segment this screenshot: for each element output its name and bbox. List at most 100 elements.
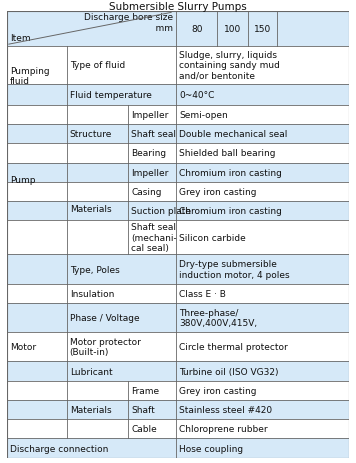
Bar [67, 362, 176, 381]
Bar [7, 85, 67, 106]
Text: Materials: Materials [70, 405, 111, 414]
Text: Semi-open: Semi-open [179, 111, 228, 120]
Text: Type, Poles: Type, Poles [70, 265, 119, 274]
Text: Pumping
fluid: Pumping fluid [10, 67, 49, 86]
Text: Shaft seal: Shaft seal [131, 130, 176, 139]
Bar [67, 182, 129, 201]
Bar [67, 201, 129, 220]
Bar [129, 220, 176, 255]
Text: Pump: Pump [10, 176, 35, 185]
Text: Shaft seal
(mechani-
cal seal): Shaft seal (mechani- cal seal) [131, 223, 177, 253]
Text: Discharge connection: Discharge connection [10, 444, 108, 453]
Text: Three-phase/
380V,400V,415V,: Three-phase/ 380V,400V,415V, [179, 308, 257, 327]
Bar [67, 400, 129, 419]
Text: Impeller: Impeller [131, 168, 168, 177]
Text: 80: 80 [191, 25, 203, 34]
Text: Discharge bore size
                    mm: Discharge bore size mm [84, 13, 173, 33]
Bar [67, 47, 176, 85]
Bar [176, 182, 349, 201]
Bar [176, 381, 349, 400]
Bar [7, 255, 67, 284]
Bar [7, 332, 67, 362]
Bar [129, 381, 176, 400]
Bar [176, 47, 349, 85]
Bar [176, 284, 349, 303]
Text: Shaft: Shaft [131, 405, 155, 414]
Bar [7, 284, 67, 303]
Text: Materials: Materials [70, 205, 111, 213]
Text: Structure: Structure [70, 130, 112, 139]
Bar [67, 303, 176, 332]
Text: Lubricant: Lubricant [70, 367, 112, 375]
Bar [67, 381, 129, 400]
Bar [176, 125, 349, 144]
Bar [7, 47, 67, 85]
Bar [7, 419, 67, 438]
Bar [129, 400, 176, 419]
Text: Cable: Cable [131, 424, 157, 433]
Bar [7, 182, 67, 201]
Text: Motor protector
(Built-in): Motor protector (Built-in) [70, 338, 141, 357]
Bar [129, 106, 176, 125]
Text: Shielded ball bearing: Shielded ball bearing [179, 149, 276, 158]
Bar [7, 400, 67, 419]
Text: Impeller: Impeller [131, 111, 168, 120]
Bar [67, 125, 129, 144]
Bar [176, 85, 349, 106]
Text: Insulation: Insulation [70, 289, 114, 298]
Bar [129, 419, 176, 438]
Bar [176, 332, 349, 362]
Bar [67, 220, 129, 255]
Text: Hose coupling: Hose coupling [179, 444, 243, 453]
Bar [7, 144, 67, 163]
Bar [67, 85, 176, 106]
Bar [67, 106, 129, 125]
Bar [176, 362, 349, 381]
Text: Phase / Voltage: Phase / Voltage [70, 313, 139, 322]
Bar [129, 125, 176, 144]
Bar [67, 419, 129, 438]
Text: Circle thermal protector: Circle thermal protector [179, 343, 288, 351]
Text: Fluid temperature: Fluid temperature [70, 91, 152, 100]
Text: Chromium iron casting: Chromium iron casting [179, 206, 282, 216]
Bar [176, 438, 349, 458]
Bar [67, 332, 176, 362]
Bar [129, 144, 176, 163]
Text: Grey iron casting: Grey iron casting [179, 386, 257, 395]
Bar [176, 144, 349, 163]
Text: Casing: Casing [131, 188, 162, 196]
Bar [176, 163, 349, 182]
Bar [7, 201, 67, 220]
Bar [67, 163, 129, 182]
Bar [7, 303, 67, 332]
Bar [7, 438, 176, 458]
Bar [7, 220, 67, 255]
Bar [7, 106, 67, 125]
Bar [67, 255, 176, 284]
Bar [67, 144, 129, 163]
Text: Motor: Motor [10, 342, 36, 351]
Text: Silicon carbide: Silicon carbide [179, 233, 246, 242]
Bar [176, 419, 349, 438]
Text: Turbine oil (ISO VG32): Turbine oil (ISO VG32) [179, 367, 278, 375]
Text: Type of fluid: Type of fluid [70, 61, 125, 70]
Bar [129, 201, 176, 220]
Text: Chromium iron casting: Chromium iron casting [179, 168, 282, 177]
Bar [129, 163, 176, 182]
Bar [7, 362, 67, 381]
Text: 150: 150 [254, 25, 271, 34]
Text: Grey iron casting: Grey iron casting [179, 188, 257, 196]
Bar [7, 163, 67, 182]
Bar [176, 255, 349, 284]
Text: Sludge, slurry, liquids
containing sandy mud
and/or bentonite: Sludge, slurry, liquids containing sandy… [179, 51, 280, 81]
Bar [176, 400, 349, 419]
Text: Submersible Slurry Pumps: Submersible Slurry Pumps [109, 2, 247, 13]
Text: Suction plate: Suction plate [131, 206, 191, 216]
Text: Class E · B: Class E · B [179, 289, 226, 298]
Text: Dry-type submersible
induction motor, 4 poles: Dry-type submersible induction motor, 4 … [179, 260, 290, 279]
Bar [129, 182, 176, 201]
Bar [7, 12, 349, 47]
Bar [176, 220, 349, 255]
Bar [7, 381, 67, 400]
Bar [67, 284, 176, 303]
